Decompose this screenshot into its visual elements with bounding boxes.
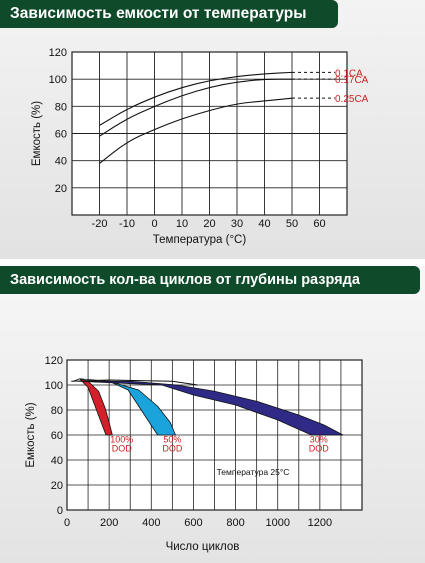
chart1-title-banner: Зависимость емкости от температуры <box>0 0 338 28</box>
chart1-x-tick-label: 60 <box>313 218 325 230</box>
chart1-y-tick-label: 80 <box>55 101 67 113</box>
chart1-x-axis-label: Температура (°C) <box>153 234 247 246</box>
chart2-series-area <box>72 378 113 436</box>
chart1-x-tick-label: 0 <box>151 218 157 230</box>
chart2-x-tick-label: 1000 <box>265 517 289 529</box>
chart2-y-tick-label: 0 <box>57 505 63 517</box>
chart1-series-label: 0.25CA <box>335 94 369 105</box>
chart1-series-line <box>99 71 293 126</box>
chart2-series-label-bottom: DOD <box>162 444 183 454</box>
chart1-y-tick-label: 120 <box>49 47 67 59</box>
chart2-series-label-bottom: DOD <box>112 444 133 454</box>
chart2-reference-curve <box>71 379 198 386</box>
chart2-title-banner: Зависимость кол-ва циклов от глубины раз… <box>0 266 420 294</box>
chart2-annotation: Температура 25°C <box>217 467 290 477</box>
chart2-x-axis-label: Число циклов <box>166 541 240 553</box>
chart2-x-tick-label: 0 <box>64 517 70 529</box>
chart2-x-tick-label: 1200 <box>308 517 332 529</box>
chart2-series-label-bottom: DOD <box>309 444 330 454</box>
chart1-y-tick-label: 20 <box>55 183 67 195</box>
chart2-y-tick-label: 60 <box>51 430 63 442</box>
chart1-x-tick-label: 50 <box>286 218 298 230</box>
chart1-x-tick-label: 30 <box>231 218 243 230</box>
chart2-y-tick-label: 20 <box>51 480 63 492</box>
chart2-series-area <box>79 378 176 436</box>
chart2-y-tick-label: 80 <box>51 405 63 417</box>
chart1-x-tick-label: -10 <box>119 218 135 230</box>
chart1-y-axis-label: Емкость (%) <box>31 101 43 166</box>
capacity-temperature-chart: 20 40 60 80 100 120 -20 -10 0 10 20 30 40 50 60 Темпера… <box>31 47 369 246</box>
chart1-series-label: 0.1CA <box>335 68 363 79</box>
chart1-x-tick-label: 20 <box>203 218 215 230</box>
chart1-y-tick-label: 60 <box>55 129 67 141</box>
chart2-y-tick-label: 120 <box>45 355 63 367</box>
chart2-series-label-top: 30% <box>310 435 328 445</box>
chart1-x-tick-label: 10 <box>176 218 188 230</box>
chart1-y-tick-label: 100 <box>49 74 67 86</box>
capacity-temperature-panel: Зависимость емкости от температуры <box>0 0 425 259</box>
chart1-series-label: 0.17CA <box>335 75 369 86</box>
chart1-x-tick-label: -20 <box>92 218 108 230</box>
chart2-series-label-top: 100% <box>110 435 133 445</box>
chart2-x-tick-label: 400 <box>142 517 160 529</box>
chart1-series-line <box>99 78 292 137</box>
chart1-y-tick-label: 40 <box>55 156 67 168</box>
chart2-x-tick-label: 200 <box>100 517 118 529</box>
chart2-y-tick-label: 40 <box>51 455 63 467</box>
chart1-series-line <box>99 97 293 164</box>
chart2-y-axis-label: Емкость (%) <box>25 402 37 467</box>
chart2-series-label-top: 50% <box>163 435 181 445</box>
chart2-x-tick-label: 800 <box>226 517 244 529</box>
chart2-y-tick-label: 100 <box>45 380 63 392</box>
chart2-series-area <box>77 380 344 436</box>
chart1-x-tick-label: 40 <box>258 218 270 230</box>
chart2-x-tick-label: 600 <box>184 517 202 529</box>
